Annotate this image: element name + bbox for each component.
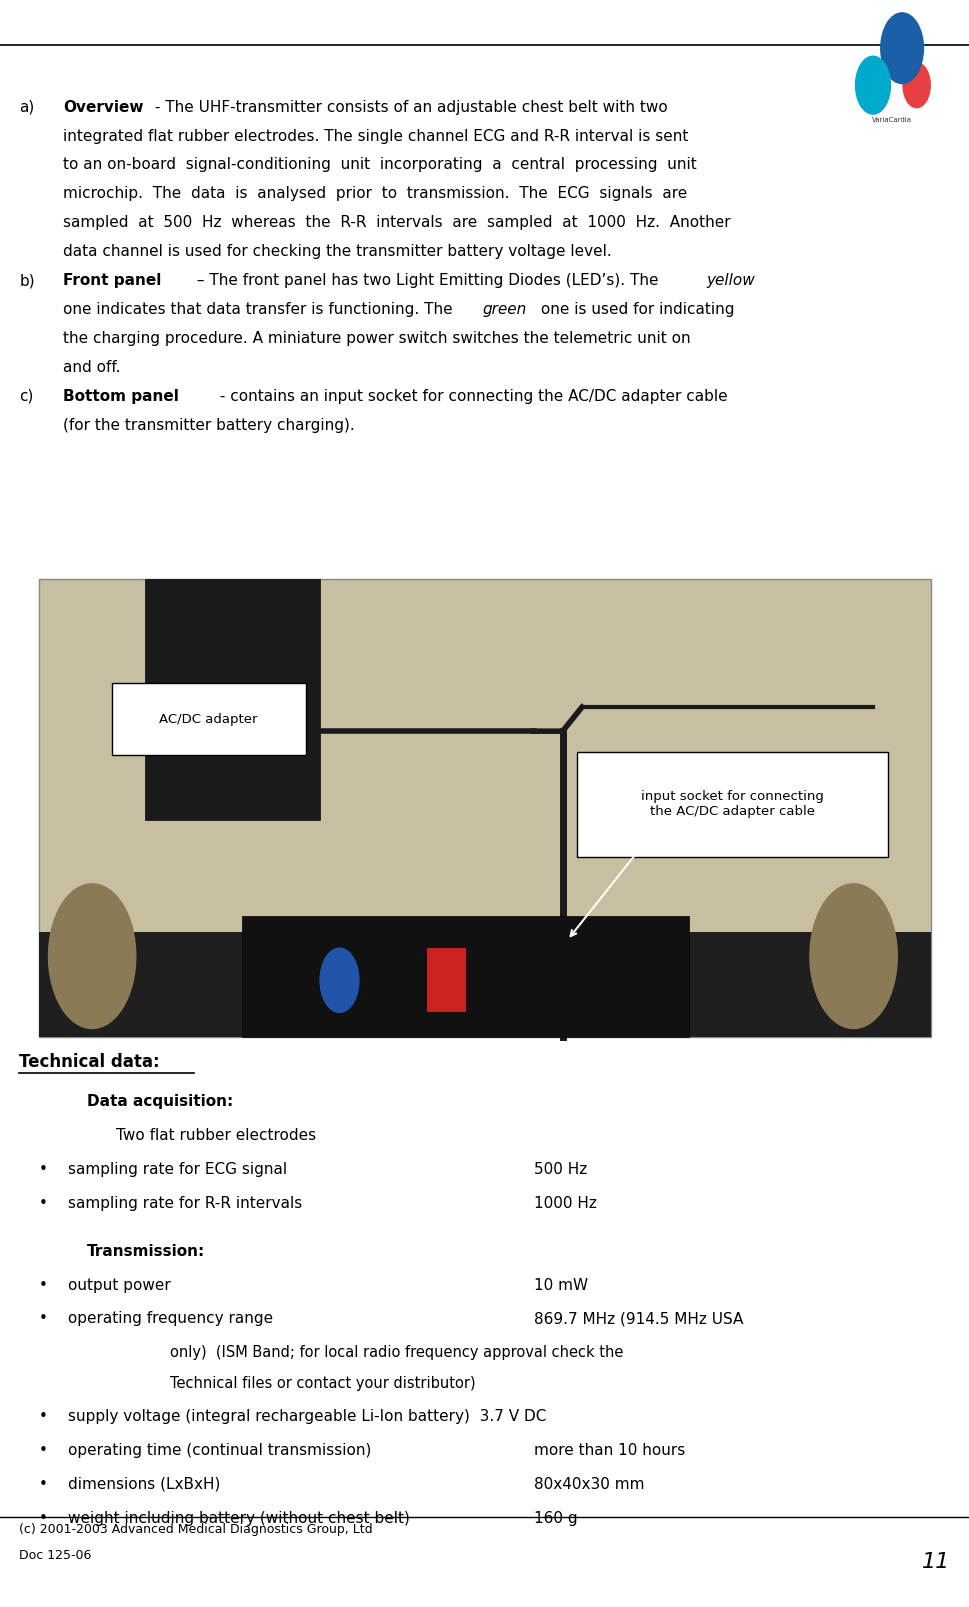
- Text: Bottom panel: Bottom panel: [63, 389, 178, 403]
- Bar: [426, 948, 465, 1012]
- Text: 500 Hz: 500 Hz: [533, 1162, 586, 1176]
- Text: 869.7 MHz (914.5 MHz USA: 869.7 MHz (914.5 MHz USA: [533, 1311, 742, 1326]
- Circle shape: [902, 63, 929, 108]
- Text: b): b): [19, 273, 35, 288]
- Text: (for the transmitter battery charging).: (for the transmitter battery charging).: [63, 418, 355, 432]
- Text: data channel is used for checking the transmitter battery voltage level.: data channel is used for checking the tr…: [63, 244, 611, 259]
- Text: output power: output power: [68, 1278, 171, 1292]
- Text: - The UHF-transmitter consists of an adjustable chest belt with two: - The UHF-transmitter consists of an adj…: [150, 100, 668, 114]
- Text: input socket for connecting
the AC/DC adapter cable: input socket for connecting the AC/DC ad…: [641, 791, 823, 818]
- Text: and off.: and off.: [63, 360, 120, 374]
- Text: •: •: [39, 1511, 47, 1525]
- Text: sampled  at  500  Hz  whereas  the  R-R  intervals  are  sampled  at  1000  Hz. : sampled at 500 Hz whereas the R-R interv…: [63, 215, 730, 230]
- Text: one indicates that data transfer is functioning. The: one indicates that data transfer is func…: [63, 302, 457, 317]
- Text: weight including battery (without chest belt): weight including battery (without chest …: [68, 1511, 409, 1525]
- Circle shape: [48, 884, 136, 1028]
- Text: supply voltage (integral rechargeable Li-Ion battery)  3.7 V DC: supply voltage (integral rechargeable Li…: [68, 1409, 546, 1424]
- Text: Data acquisition:: Data acquisition:: [87, 1094, 234, 1109]
- Bar: [39, 932, 930, 1037]
- Text: •: •: [39, 1311, 47, 1326]
- Text: one is used for indicating: one is used for indicating: [536, 302, 735, 317]
- FancyBboxPatch shape: [111, 683, 305, 755]
- Circle shape: [855, 56, 890, 114]
- Text: – The front panel has two Light Emitting Diodes (LED’s). The: – The front panel has two Light Emitting…: [192, 273, 663, 288]
- Circle shape: [320, 948, 359, 1012]
- Text: c): c): [19, 389, 34, 403]
- Text: 80x40x30 mm: 80x40x30 mm: [533, 1477, 643, 1491]
- Text: Doc 125-06: Doc 125-06: [19, 1549, 92, 1562]
- Text: Overview: Overview: [63, 100, 143, 114]
- Text: (c) 2001-2003 Advanced Medical Diagnostics Group, Ltd: (c) 2001-2003 Advanced Medical Diagnosti…: [19, 1523, 373, 1536]
- Text: 10 mW: 10 mW: [533, 1278, 587, 1292]
- Text: more than 10 hours: more than 10 hours: [533, 1443, 684, 1458]
- Text: green: green: [482, 302, 526, 317]
- Text: Transmission:: Transmission:: [87, 1244, 205, 1258]
- Text: •: •: [39, 1196, 47, 1210]
- Text: •: •: [39, 1443, 47, 1458]
- Text: yellow: yellow: [705, 273, 754, 288]
- Text: •: •: [39, 1162, 47, 1176]
- Text: Technical files or contact your distributor): Technical files or contact your distribu…: [170, 1376, 475, 1390]
- Text: only)  (ISM Band; for local radio frequency approval check the: only) (ISM Band; for local radio frequen…: [170, 1345, 622, 1360]
- Text: - contains an input socket for connecting the AC/DC adapter cable: - contains an input socket for connectin…: [215, 389, 727, 403]
- Text: microchip.  The  data  is  analysed  prior  to  transmission.  The  ECG  signals: microchip. The data is analysed prior to…: [63, 186, 687, 201]
- Circle shape: [809, 884, 896, 1028]
- Text: Technical data:: Technical data:: [19, 1053, 160, 1070]
- Text: Front panel: Front panel: [63, 273, 161, 288]
- FancyBboxPatch shape: [577, 752, 887, 857]
- Text: the charging procedure. A miniature power switch switches the telemetric unit on: the charging procedure. A miniature powe…: [63, 331, 690, 346]
- Text: 160 g: 160 g: [533, 1511, 577, 1525]
- Text: dimensions (LxBxH): dimensions (LxBxH): [68, 1477, 220, 1491]
- Text: integrated flat rubber electrodes. The single channel ECG and R-R interval is se: integrated flat rubber electrodes. The s…: [63, 129, 688, 143]
- Bar: [39, 579, 930, 1037]
- Text: AC/DC adapter: AC/DC adapter: [159, 712, 258, 726]
- Text: •: •: [39, 1477, 47, 1491]
- Text: VariaCardia: VariaCardia: [871, 117, 912, 124]
- Text: 1000 Hz: 1000 Hz: [533, 1196, 596, 1210]
- Text: to an on-board  signal-conditioning  unit  incorporating  a  central  processing: to an on-board signal-conditioning unit …: [63, 157, 696, 172]
- Text: 11: 11: [922, 1552, 950, 1572]
- Text: •: •: [39, 1409, 47, 1424]
- Bar: [242, 916, 688, 1037]
- Text: operating frequency range: operating frequency range: [63, 1311, 273, 1326]
- Circle shape: [880, 13, 922, 84]
- Bar: [145, 579, 320, 820]
- Text: sampling rate for R-R intervals: sampling rate for R-R intervals: [68, 1196, 301, 1210]
- Text: operating time (continual transmission): operating time (continual transmission): [68, 1443, 371, 1458]
- Text: Two flat rubber electrodes: Two flat rubber electrodes: [116, 1128, 316, 1143]
- Text: sampling rate for ECG signal: sampling rate for ECG signal: [68, 1162, 287, 1176]
- Text: •: •: [39, 1278, 47, 1292]
- Text: a): a): [19, 100, 35, 114]
